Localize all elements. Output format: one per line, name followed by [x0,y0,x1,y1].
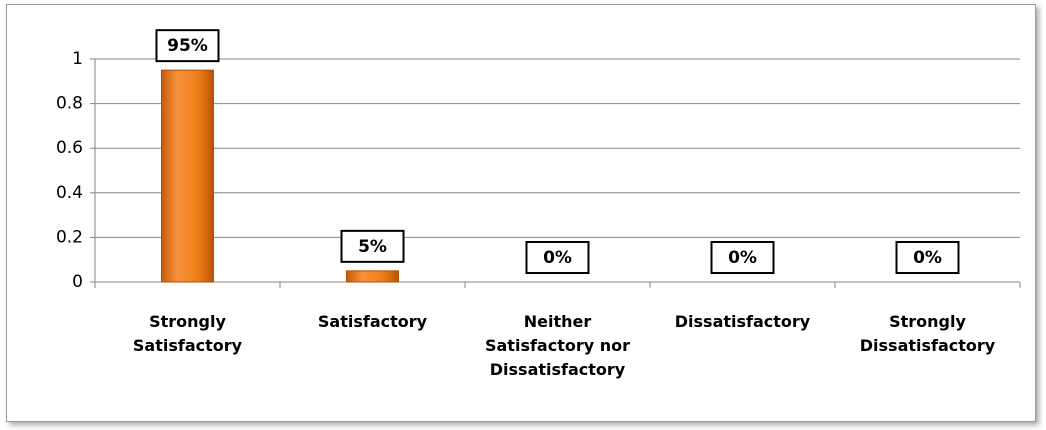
value-label-box [525,241,590,274]
y-tick-label: 1 [72,49,83,69]
value-label-box [340,229,405,263]
value-label: 0% [543,248,572,268]
value-label-box [710,241,775,274]
value-label-box [895,241,960,274]
value-label-box [155,29,220,63]
y-tick-label: 0 [72,272,83,292]
value-label: 0% [728,248,757,268]
x-tick-label: Neither Satisfactory nor Dissatisfactory [484,312,631,379]
y-tick-label: 0.4 [56,183,83,203]
bar [346,270,399,283]
value-label: 95% [167,36,208,56]
y-tick-label: 0.6 [56,138,83,158]
x-tick-label: Satisfactory [317,312,428,331]
value-label: 5% [358,237,387,257]
y-tick-label: 0.8 [56,94,83,114]
y-tick-label: 0.2 [56,227,83,247]
value-label: 0% [913,248,942,268]
x-tick-label: Strongly Satisfactory [132,312,243,355]
bar [161,69,214,283]
x-tick-label: Dissatisfactory [674,312,811,331]
x-tick-label: Strongly Dissatisfactory [859,312,996,355]
